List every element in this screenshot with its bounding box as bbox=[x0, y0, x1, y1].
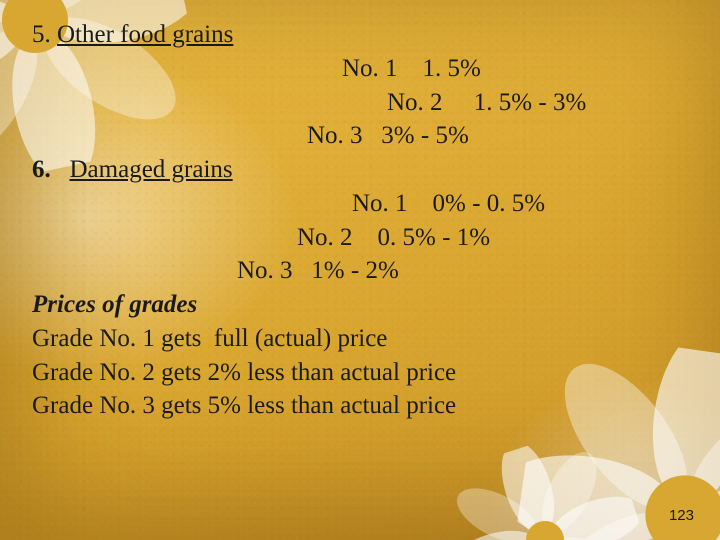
section-5-heading: 5. Other food grains bbox=[32, 18, 680, 52]
grain-row: No. 2 1. 5% - 3% bbox=[32, 86, 586, 120]
section-5-number: 5. bbox=[32, 21, 51, 48]
grain-row: No. 1 1. 5% bbox=[32, 52, 481, 86]
section-5-line: No. 1 1. 5% bbox=[32, 52, 680, 86]
prices-heading-text: Prices of grades bbox=[32, 291, 197, 318]
slide-content: 5. Other food grains No. 1 1. 5% No. 2 1… bbox=[32, 18, 680, 423]
prices-line: Grade No. 2 gets 2% less than actual pri… bbox=[32, 356, 680, 390]
section-6-heading: 6. Damaged grains bbox=[32, 153, 680, 187]
grain-row: No. 1 0% - 0. 5% bbox=[32, 187, 545, 221]
section-6-title: Damaged grains bbox=[70, 156, 233, 183]
section-5-line: No. 3 3% - 5% bbox=[32, 119, 680, 153]
section-6-number: 6. bbox=[32, 156, 51, 183]
grain-row: No. 3 1% - 2% bbox=[32, 254, 399, 288]
grain-row: No. 2 0. 5% - 1% bbox=[32, 221, 490, 255]
flower-bottom-right-inner bbox=[425, 420, 664, 540]
section-5-title: Other food grains bbox=[57, 21, 233, 48]
section-6-line: No. 1 0% - 0. 5% bbox=[32, 187, 680, 221]
section-6-line: No. 2 0. 5% - 1% bbox=[32, 221, 680, 255]
section-5-line: No. 2 1. 5% - 3% bbox=[32, 86, 680, 120]
page-number: 123 bbox=[669, 507, 694, 524]
section-6-line: No. 3 1% - 2% bbox=[32, 254, 680, 288]
prices-heading: Prices of grades bbox=[32, 288, 680, 322]
prices-line: Grade No. 1 gets full (actual) price bbox=[32, 322, 680, 356]
prices-line: Grade No. 3 gets 5% less than actual pri… bbox=[32, 389, 680, 423]
grain-row: No. 3 3% - 5% bbox=[32, 119, 469, 153]
